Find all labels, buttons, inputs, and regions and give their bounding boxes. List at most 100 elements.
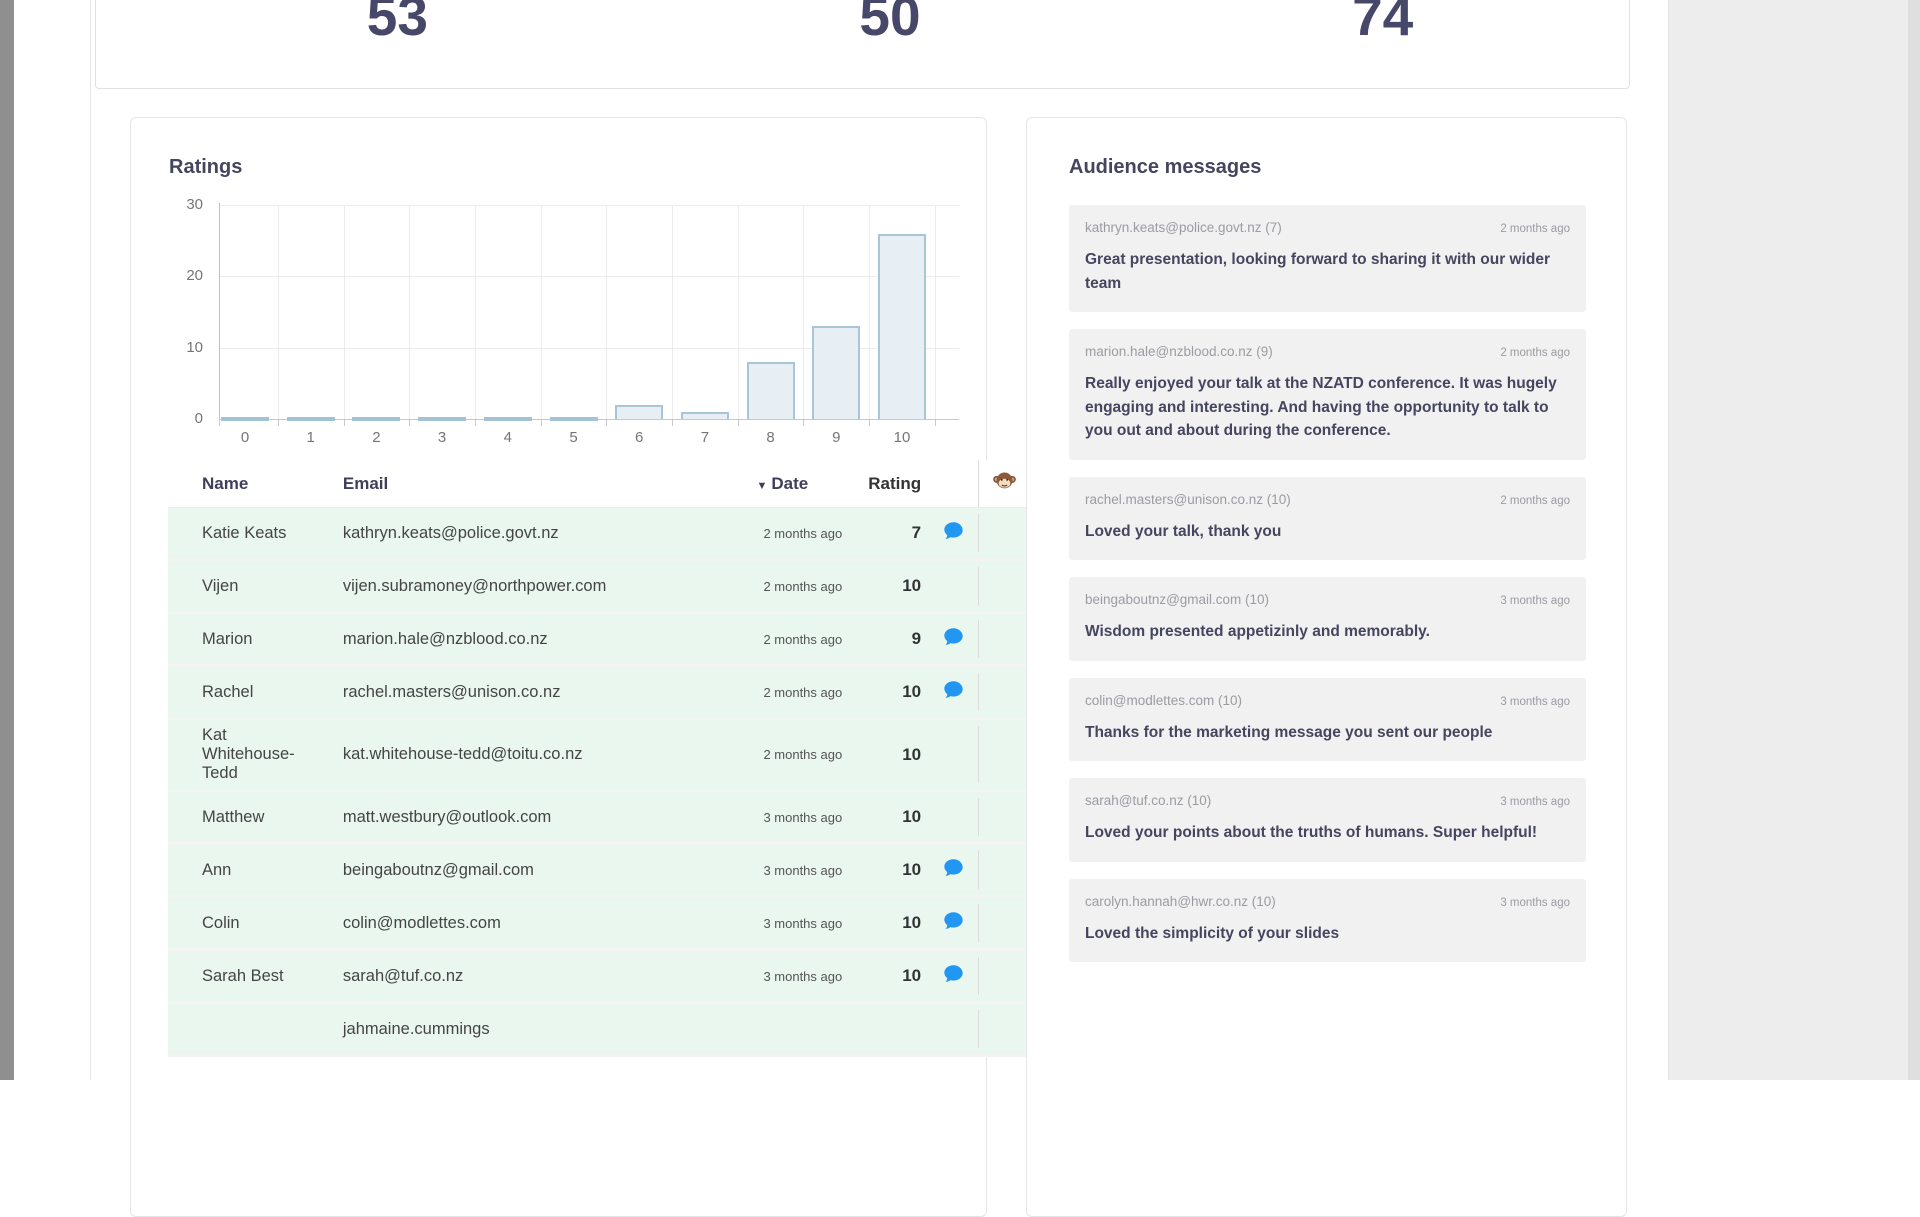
message-text: Thanks for the marketing message you sen…	[1085, 723, 1493, 741]
message-bubble-icon[interactable]	[943, 679, 964, 705]
column-header-date[interactable]: ▼ Date	[756, 473, 809, 493]
cell-date: 2 months ago	[763, 525, 843, 541]
message-bubble-icon[interactable]	[943, 520, 964, 546]
cell-rating: 10	[902, 860, 922, 879]
table-row[interactable]: Colin colin@modlettes.com 3 months ago 10	[168, 898, 1029, 951]
table-row[interactable]: Rachel rachel.masters@unison.co.nz 2 month…	[168, 667, 1029, 720]
bar-rating-5	[549, 417, 598, 421]
cell-name: Matthew	[202, 807, 265, 826]
axis-tick	[343, 420, 345, 426]
message-text: Loved your points about the truths of hu…	[1085, 824, 1538, 842]
message-text: Loved the simplicity of your slides	[1085, 924, 1340, 942]
cell-date: 3 months ago	[763, 968, 843, 984]
message-text: Wisdom presented appetizinly and memorab…	[1085, 623, 1430, 641]
axis-tick	[540, 420, 542, 426]
message-sender: marion.hale@nzblood.co.nz (9)	[1085, 344, 1273, 360]
gridline-v	[540, 205, 542, 419]
axis-tick	[803, 420, 805, 426]
audience-message-card: beingaboutnz@gmail.com (10) 3 months ago W…	[1069, 577, 1586, 661]
table-header-row: Name Email ▼ Date Rating	[168, 460, 1029, 508]
gridline-v	[606, 205, 608, 419]
x-tick-label: 6	[635, 429, 644, 446]
cell-name: Colin	[202, 913, 240, 932]
ratings-title: Ratings	[169, 156, 243, 178]
cell-date: 2 months ago	[763, 631, 843, 647]
cell-email: jahmaine.cummings	[342, 1019, 490, 1038]
audience-message-card: rachel.masters@unison.co.nz (10) 2 months…	[1069, 476, 1586, 561]
message-sender: rachel.masters@unison.co.nz (10)	[1085, 491, 1291, 507]
cell-email: sarah@tuf.co.nz	[342, 966, 464, 985]
cell-message	[929, 620, 980, 658]
axis-tick	[606, 420, 608, 426]
cell-rating: 10	[902, 682, 922, 701]
x-tick-label: 10	[893, 429, 911, 446]
axis-tick	[934, 420, 936, 426]
stats-summary-card: 53 50 74	[95, 0, 1630, 89]
ratings-table: Name Email ▼ Date Rating Katie Keats kathr…	[168, 460, 1030, 1057]
message-bubble-icon[interactable]	[943, 910, 964, 936]
x-tick-label: 1	[306, 429, 315, 446]
message-text: Really enjoyed your talk at the NZATD co…	[1085, 375, 1557, 440]
cell-name: Kat Whitehouse-Tedd	[202, 726, 295, 782]
column-header-mailchimp[interactable]	[979, 469, 1029, 499]
table-row[interactable]: jahmaine.cummings	[168, 1004, 1029, 1057]
left-edge-strip	[0, 0, 14, 1080]
message-bubble-icon[interactable]	[943, 626, 964, 652]
gridline-h	[219, 205, 959, 206]
messages-list: kathryn.keats@police.govt.nz (7) 2 months…	[1069, 205, 1586, 963]
cell-message	[929, 514, 980, 552]
right-gutter	[1668, 0, 1920, 1080]
column-header-rating[interactable]: Rating	[868, 473, 922, 493]
message-timestamp: 3 months ago	[1500, 595, 1570, 608]
scrollbar[interactable]	[1908, 0, 1920, 1080]
table-row[interactable]: Sarah Best sarah@tuf.co.nz 3 months ago 10	[168, 951, 1029, 1004]
gridline-v	[737, 205, 739, 419]
y-tick-label: 20	[186, 267, 203, 285]
bar-rating-2	[352, 417, 401, 421]
cell-rating: 7	[911, 523, 922, 542]
table-row[interactable]: Marion marion.hale@nzblood.co.nz 2 months …	[168, 614, 1029, 667]
stat-value-3: 74	[1352, 0, 1414, 47]
cell-message	[929, 1010, 980, 1048]
column-header-name[interactable]: Name	[202, 473, 249, 493]
table-row[interactable]: Ann beingaboutnz@gmail.com 3 months ago 10	[168, 845, 1029, 898]
audience-message-card: carolyn.hannah@hwr.co.nz (10) 3 months ag…	[1069, 878, 1586, 963]
cell-rating: 10	[902, 807, 922, 826]
cell-name: Katie Keats	[202, 523, 287, 542]
x-tick-label: 2	[372, 429, 381, 446]
cell-email: kathryn.keats@police.govt.nz	[342, 523, 559, 542]
bar-rating-7	[680, 412, 729, 419]
audience-messages-title: Audience messages	[1069, 156, 1262, 178]
column-header-message	[929, 460, 980, 507]
axis-tick	[474, 420, 476, 426]
message-bubble-icon[interactable]	[943, 857, 964, 883]
audience-message-card: kathryn.keats@police.govt.nz (7) 2 months…	[1069, 205, 1586, 313]
column-header-email[interactable]: Email	[342, 473, 389, 493]
audience-message-card: marion.hale@nzblood.co.nz (9) 2 months ag…	[1069, 329, 1586, 460]
cell-rating: 10	[902, 744, 922, 764]
table-row[interactable]: Matthew matt.westbury@outlook.com 3 months…	[168, 792, 1029, 845]
bar-rating-9	[812, 326, 861, 419]
cell-rating: 10	[902, 966, 922, 985]
audience-message-card: sarah@tuf.co.nz (10) 3 months ago Loved yo…	[1069, 778, 1586, 862]
gridline-v	[474, 205, 476, 419]
mailchimp-icon	[992, 469, 1017, 499]
cell-name: Marion	[202, 629, 253, 648]
bar-rating-6	[615, 405, 664, 419]
cell-date: 2 months ago	[763, 684, 843, 700]
x-tick-label: 9	[832, 429, 841, 446]
message-bubble-icon[interactable]	[943, 963, 964, 989]
cell-message	[929, 798, 980, 836]
cell-rating: 10	[902, 576, 922, 595]
gridline-v	[672, 205, 674, 419]
table-row[interactable]: Katie Keats kathryn.keats@police.govt.nz 2…	[168, 508, 1029, 561]
axis-tick	[219, 420, 220, 426]
cell-name: Ann	[202, 860, 232, 879]
cell-message	[929, 851, 980, 889]
table-row[interactable]: Kat Whitehouse-Tedd kat.whitehouse-tedd@t…	[168, 720, 1029, 792]
gridline-v	[409, 205, 411, 419]
cell-email: kat.whitehouse-tedd@toitu.co.nz	[342, 745, 583, 763]
cell-rating: 10	[902, 913, 922, 932]
table-row[interactable]: Vijen vijen.subramoney@northpower.com 2 mo…	[168, 561, 1029, 614]
y-tick-label: 0	[194, 410, 203, 427]
